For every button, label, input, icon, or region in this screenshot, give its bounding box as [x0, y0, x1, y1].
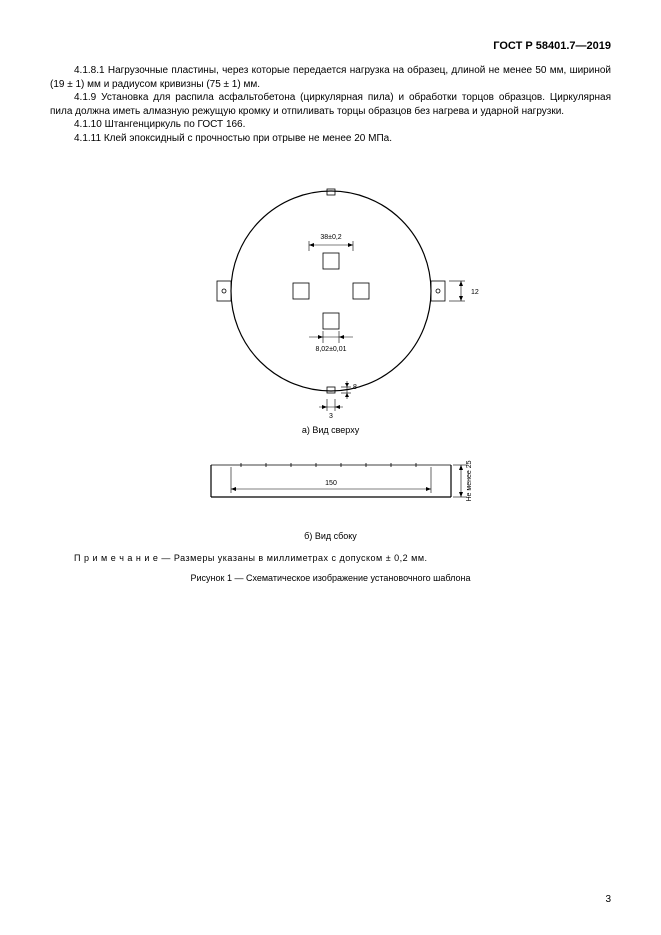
para-4-1-11: 4.1.11 Клей эпоксидный с прочностью при … [50, 132, 611, 146]
top-view-caption: а) Вид сверху [50, 425, 611, 435]
figure-1: 38±0,2 12 8,02±0,01 8 [50, 159, 611, 583]
dim-side-height: Не менее 25 [466, 460, 473, 501]
side-view-svg: 150 Не менее 25 [171, 445, 491, 525]
dim-notch-w: 3 [329, 413, 333, 419]
dim-tab-height: 12 [471, 289, 479, 296]
top-view-svg: 38±0,2 12 8,02±0,01 8 [171, 159, 491, 419]
para-4-1-8-1: 4.1.8.1 Нагрузочные пластины, через кото… [50, 64, 611, 91]
figure-title: Рисунок 1 — Схематическое изображение ус… [50, 573, 611, 583]
page-number: 3 [605, 894, 611, 905]
standard-header: ГОСТ Р 58401.7—2019 [50, 40, 611, 52]
body-text-block: 4.1.8.1 Нагрузочные пластины, через кото… [50, 64, 611, 145]
para-4-1-9: 4.1.9 Установка для распила асфальтобето… [50, 91, 611, 118]
dim-side-length: 150 [325, 480, 337, 487]
figure-note: П р и м е ч а н и е — Размеры указаны в … [50, 553, 611, 563]
dim-notch-h: 8 [353, 384, 357, 391]
para-4-1-10: 4.1.10 Штангенциркуль по ГОСТ 166. [50, 118, 611, 132]
dim-center-gap: 8,02±0,01 [315, 346, 346, 353]
dim-top-spacing: 38±0,2 [320, 234, 341, 241]
side-view-caption: б) Вид сбоку [50, 531, 611, 541]
